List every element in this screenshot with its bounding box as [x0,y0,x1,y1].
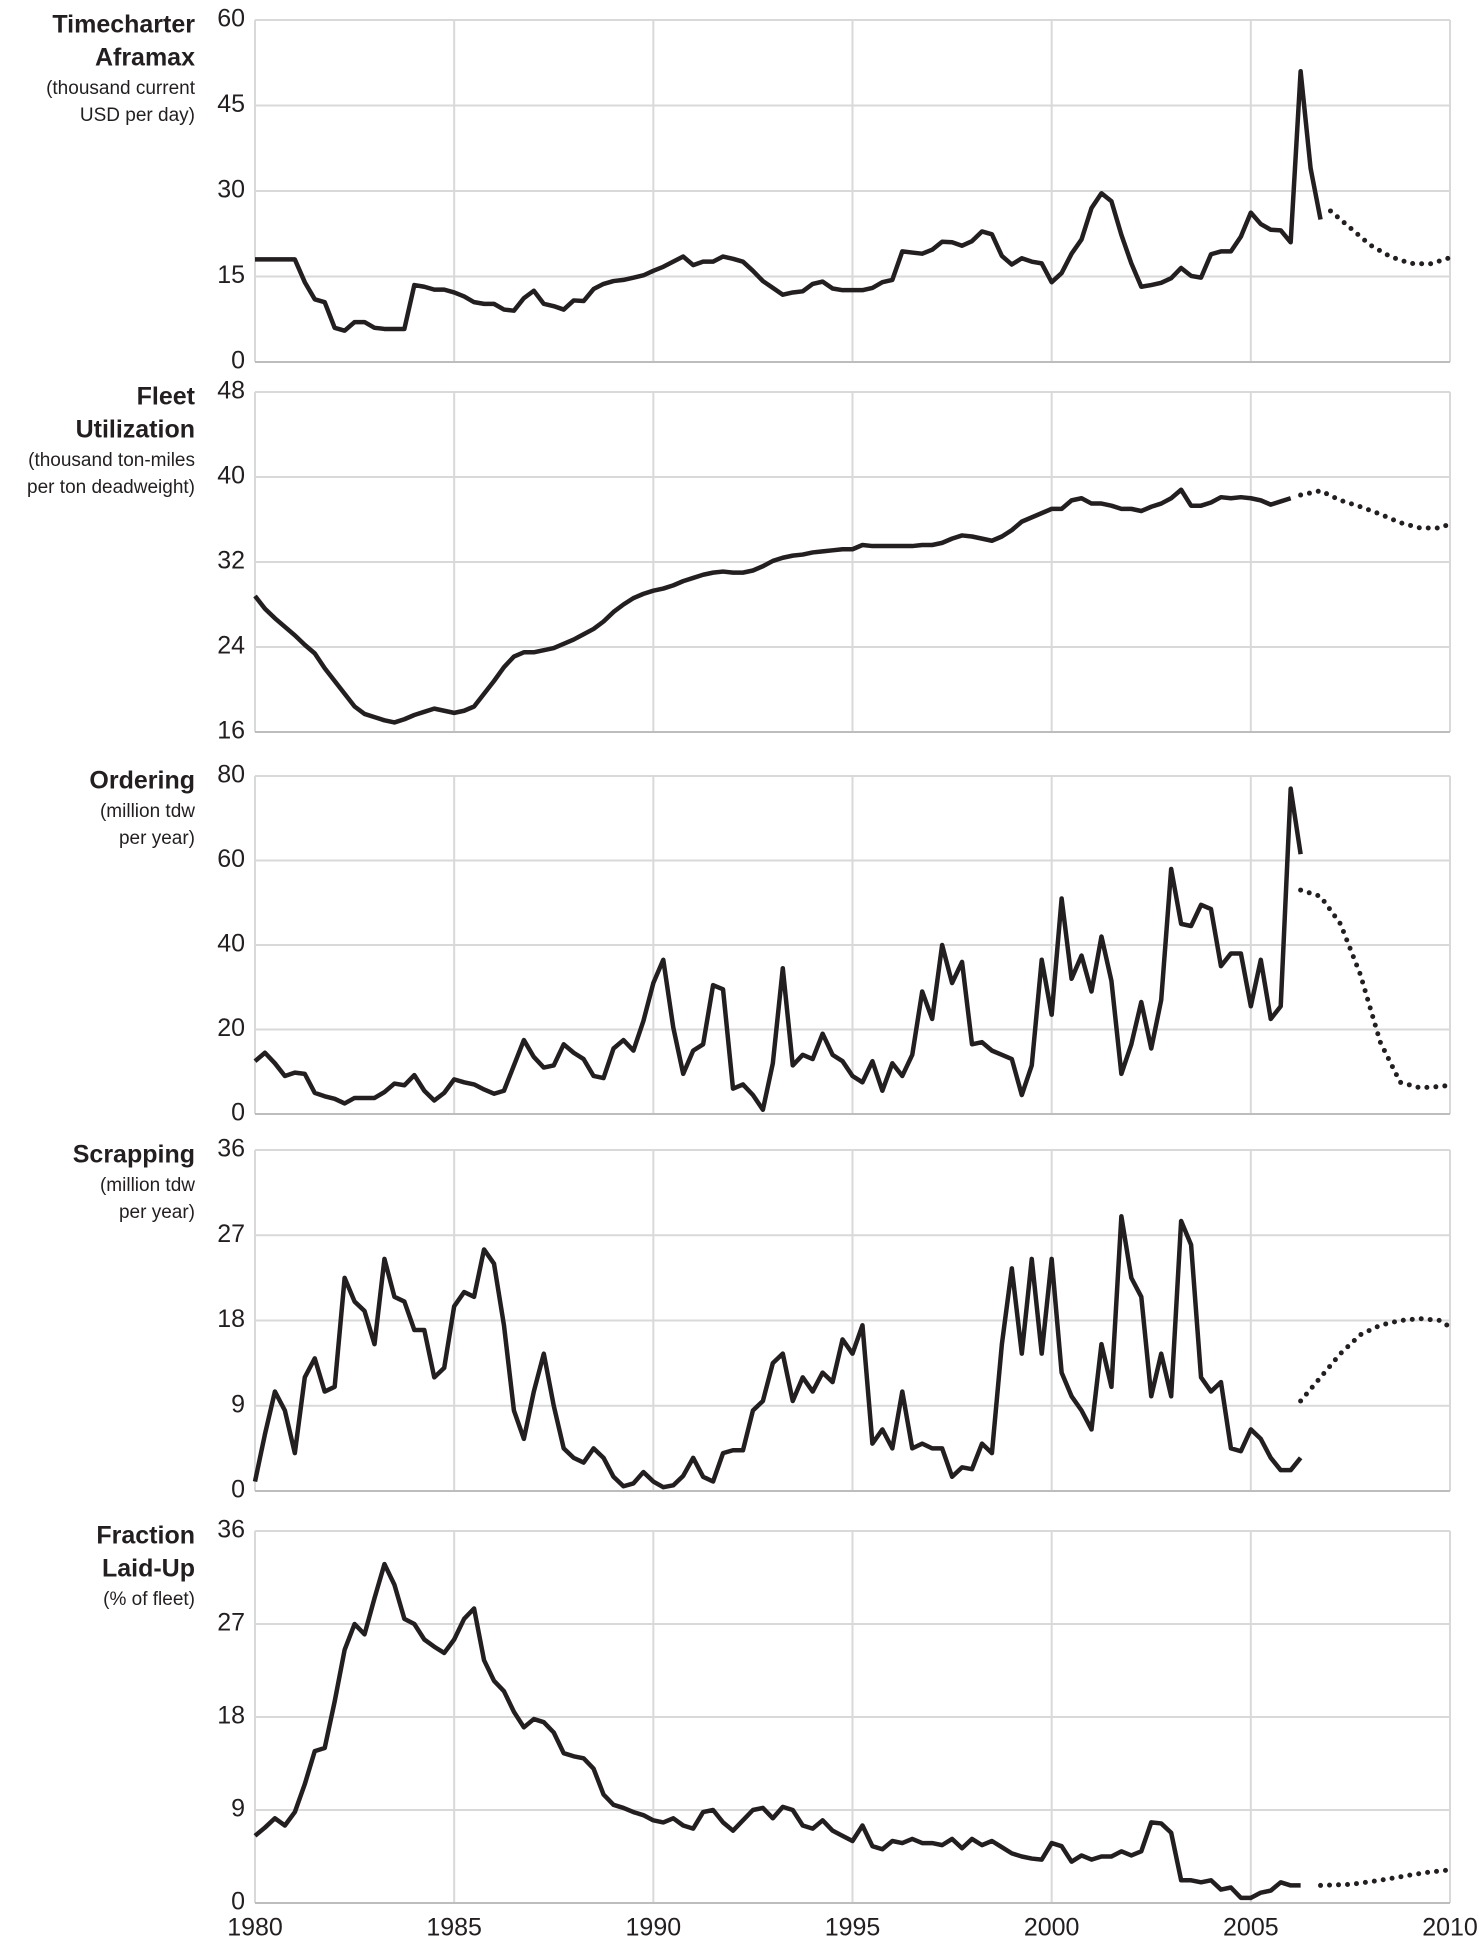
panel-title: Fraction [96,1522,195,1550]
x-tick-label: 1995 [825,1914,881,1942]
x-tick-label: 1980 [227,1914,283,1942]
y-tick-label: 16 [217,717,245,745]
y-tick-label: 0 [231,1099,245,1127]
panel-title: Scrapping [73,1141,195,1169]
y-tick-label: 48 [217,377,245,405]
y-tick-label: 27 [217,1609,245,1637]
y-tick-label: 36 [217,1135,245,1163]
data-line [255,69,1323,333]
x-tick-label: 1985 [426,1914,482,1942]
x-tick-label: 2005 [1223,1914,1279,1942]
panel-subtitle: (million tdw [100,1175,195,1196]
panel-title: Ordering [89,767,195,795]
data-line [252,1214,1303,1490]
y-tick-label: 36 [217,1516,245,1544]
panel-title: Fleet [137,383,196,411]
forecast-line [1298,1316,1453,1404]
y-tick-label: 40 [217,930,245,958]
y-tick-label: 32 [217,547,245,575]
y-tick-label: 9 [231,1390,245,1418]
y-tick-label: 40 [217,462,245,490]
y-tick-label: 18 [217,1702,245,1730]
forecast-line [1298,488,1453,531]
y-tick-label: 80 [217,761,245,789]
forecast-line [1298,887,1453,1091]
y-tick-label: 20 [217,1014,245,1042]
panel-subtitle: per year) [119,828,195,849]
forecast-line [1318,1867,1453,1888]
y-tick-label: 60 [217,5,245,33]
x-tick-label: 2000 [1024,1914,1080,1942]
y-tick-label: 18 [217,1305,245,1333]
panel-title: Laid-Up [102,1555,195,1583]
panel-subtitle: per ton deadweight) [27,477,195,498]
panel-subtitle: (million tdw [100,801,195,822]
x-tick-label: 2010 [1422,1914,1478,1942]
panel-subtitle: (thousand ton-miles [28,450,195,471]
y-tick-label: 0 [231,1476,245,1504]
data-line [253,786,1303,1113]
panel-title: Utilization [76,416,195,444]
y-tick-label: 60 [217,845,245,873]
y-tick-label: 30 [217,176,245,204]
panel-title: Timecharter [52,11,195,39]
y-tick-label: 0 [231,347,245,375]
y-tick-label: 45 [217,90,245,118]
y-tick-label: 0 [231,1888,245,1916]
y-tick-label: 9 [231,1795,245,1823]
y-tick-label: 24 [217,632,245,660]
data-line [253,487,1292,725]
panel-title: Aframax [95,44,195,72]
panel-subtitle: USD per day) [80,105,195,126]
panel-subtitle: (thousand current [46,78,196,99]
data-line [253,1561,1301,1901]
forecast-line [1328,208,1453,267]
panel-subtitle: (% of fleet) [103,1589,195,1610]
x-tick-label: 1990 [626,1914,682,1942]
y-tick-label: 27 [217,1220,245,1248]
y-tick-label: 15 [217,261,245,289]
panel-subtitle: per year) [119,1202,195,1223]
